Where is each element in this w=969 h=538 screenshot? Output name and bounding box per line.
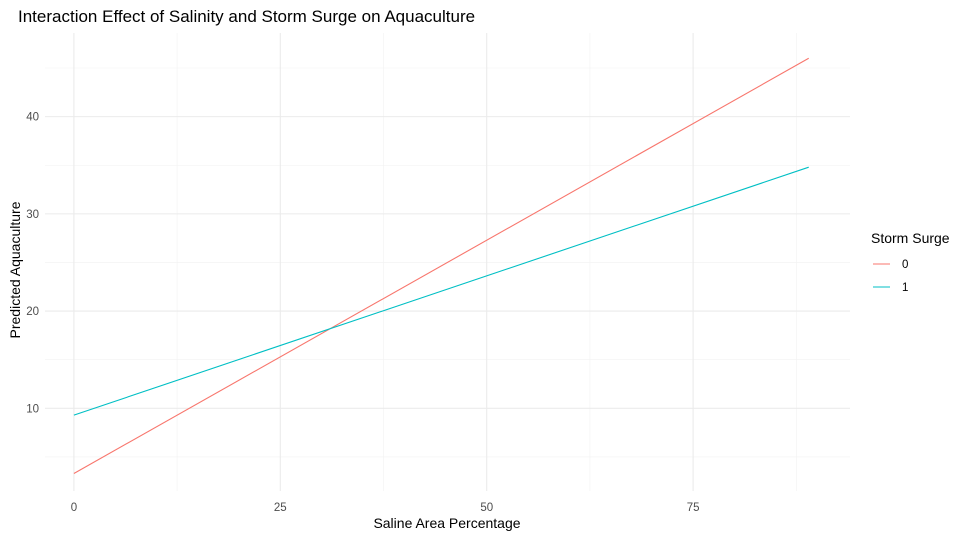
x-tick-label: 75 (687, 502, 700, 514)
y-tick-label: 20 (26, 306, 39, 318)
series-lines (73, 57, 809, 474)
legend-label-0: 0 (902, 259, 908, 271)
x-axis-title: Saline Area Percentage (373, 515, 520, 531)
y-tick-label: 40 (26, 112, 39, 124)
legend: Storm Surge 01 (871, 230, 950, 294)
y-axis-ticks: 10 20 30 40 (26, 112, 39, 416)
x-axis-ticks: 0 25 50 75 (71, 502, 700, 514)
legend-title: Storm Surge (871, 230, 950, 246)
x-tick-label: 0 (71, 502, 77, 514)
x-tick-label: 50 (480, 502, 493, 514)
legend-items: 01 (873, 259, 908, 294)
y-axis-title: Predicted Aquaculture (7, 201, 23, 338)
x-tick-label: 25 (274, 502, 287, 514)
y-tick-label: 10 (26, 403, 39, 415)
chart-title: Interaction Effect of Salinity and Storm… (18, 7, 475, 26)
series-line-0 (73, 57, 809, 474)
series-line-1 (73, 166, 809, 416)
y-tick-label: 30 (26, 209, 39, 221)
grid (45, 33, 850, 491)
legend-label-1: 1 (902, 282, 908, 294)
